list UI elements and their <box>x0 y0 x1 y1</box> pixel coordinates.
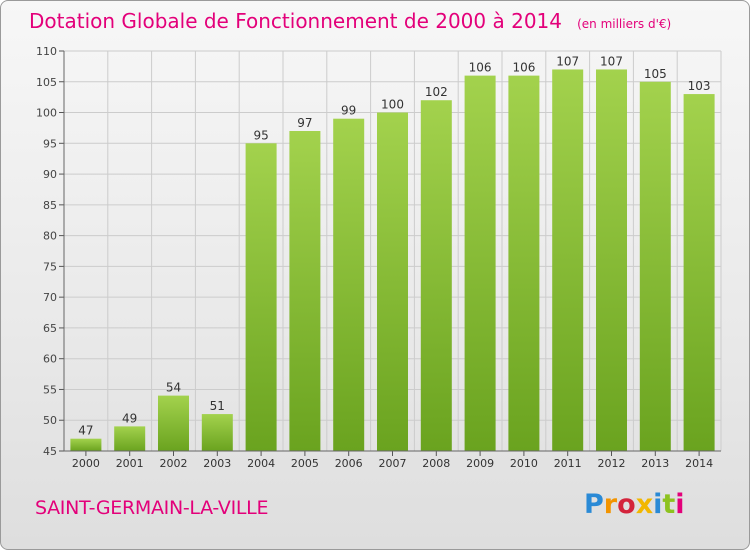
x-tick-label: 2011 <box>554 457 582 470</box>
bar <box>245 143 277 452</box>
logo-letter: o <box>617 489 636 520</box>
axes: 45 50 55 60 65 70 75 80 85 90 95 100 105 110 2000 2001 2… <box>36 45 721 470</box>
proxiti-logo: Proxiti <box>584 489 685 520</box>
y-tick-label: 110 <box>36 45 57 58</box>
x-tick-label: 2009 <box>466 457 494 470</box>
bars: 47 49 54 51 95 97 99 100 102 106 106 107 107 105 103 <box>70 54 715 452</box>
y-tick-label: 95 <box>43 137 57 150</box>
logo-letter: r <box>603 489 618 520</box>
data-label: 100 <box>381 98 404 112</box>
data-label: 54 <box>166 381 181 395</box>
data-label: 97 <box>297 116 312 130</box>
y-tick-label: 100 <box>36 107 57 120</box>
bar <box>464 75 496 451</box>
y-tick-label: 50 <box>43 414 57 427</box>
bar <box>683 94 715 452</box>
bar <box>420 100 452 451</box>
logo-letter: i <box>653 489 663 520</box>
y-tick-label: 105 <box>36 76 57 89</box>
y-tick-label: 70 <box>43 291 57 304</box>
bar <box>333 118 365 451</box>
logo-letter: t <box>662 489 676 520</box>
y-tick-label: 55 <box>43 383 57 396</box>
bar <box>70 438 102 451</box>
bar <box>508 75 540 451</box>
x-tick-label: 2012 <box>598 457 626 470</box>
data-label: 105 <box>644 67 667 81</box>
x-tick-label: 2007 <box>379 457 407 470</box>
x-tick-label: 2005 <box>291 457 319 470</box>
data-label: 103 <box>688 79 711 93</box>
bar <box>289 131 321 451</box>
data-label: 107 <box>556 54 579 68</box>
data-label: 51 <box>210 399 225 413</box>
unit-note: (en milliers d'€) <box>577 17 672 31</box>
data-label: 106 <box>469 61 492 75</box>
y-tick-label: 80 <box>43 230 57 243</box>
bar <box>114 426 146 451</box>
data-label: 49 <box>122 411 137 425</box>
x-tick-label: 2003 <box>203 457 231 470</box>
data-label: 102 <box>425 85 448 99</box>
logo-letter: P <box>584 489 604 520</box>
data-label: 107 <box>600 54 623 68</box>
bar <box>158 395 189 451</box>
y-tick-label: 60 <box>43 353 57 366</box>
bar <box>377 112 408 452</box>
logo-letter: i <box>675 489 685 520</box>
x-tick-label: 2002 <box>160 457 188 470</box>
y-tick-label: 65 <box>43 322 57 335</box>
x-tick-label: 2000 <box>72 457 100 470</box>
x-tick-label: 2008 <box>422 457 450 470</box>
y-tick-label: 85 <box>43 199 57 212</box>
x-tick-label: 2001 <box>116 457 144 470</box>
logo-letter: x <box>635 489 654 520</box>
bar <box>552 69 584 451</box>
data-label: 99 <box>341 104 356 118</box>
bar <box>201 414 233 451</box>
x-tick-label: 2010 <box>510 457 538 470</box>
chart-title: Dotation Globale de Fonctionnement de 20… <box>29 9 562 33</box>
y-tick-label: 45 <box>43 445 57 458</box>
bar <box>596 69 627 451</box>
bar <box>639 81 671 452</box>
x-tick-label: 2013 <box>641 457 669 470</box>
x-tick-label: 2014 <box>685 457 713 470</box>
chart-title-block: Dotation Globale de Fonctionnement de 20… <box>29 9 671 33</box>
data-label: 95 <box>253 128 268 142</box>
data-label: 106 <box>512 61 535 75</box>
x-tick-label: 2006 <box>335 457 363 470</box>
commune-name: SAINT-GERMAIN-LA-VILLE <box>35 497 269 519</box>
y-tick-label: 75 <box>43 260 57 273</box>
data-label: 47 <box>78 424 93 438</box>
y-tick-label: 90 <box>43 168 57 181</box>
x-tick-label: 2004 <box>247 457 275 470</box>
